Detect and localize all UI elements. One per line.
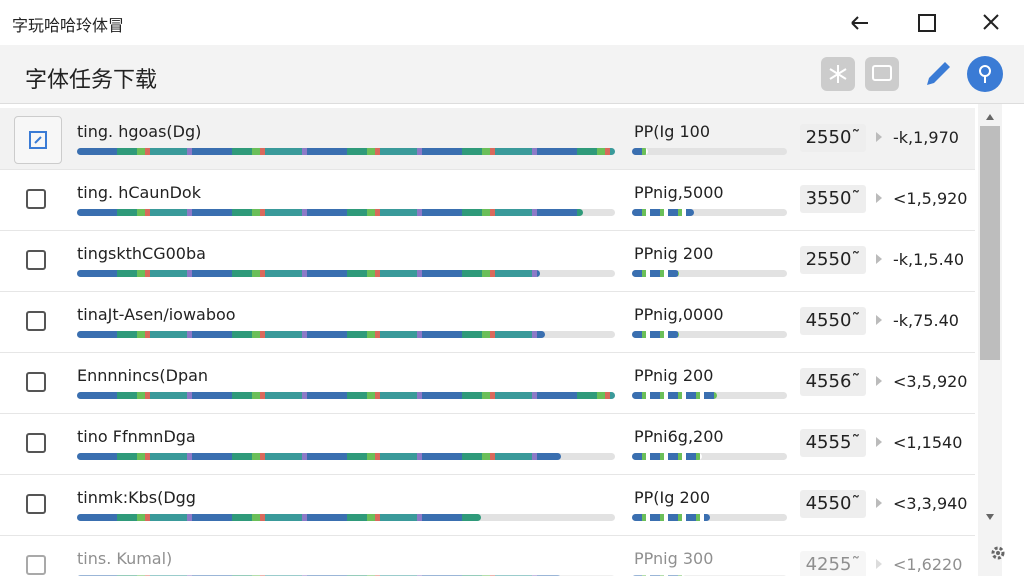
task-count: 2550˜ bbox=[800, 246, 866, 274]
task-row[interactable]: ting. hgoas(Dg) PP(Ig 100 2550˜ -k,1,970 bbox=[0, 108, 975, 170]
task-name: tingskthCG00ba bbox=[77, 244, 206, 263]
task-count: 4555˜ bbox=[800, 429, 866, 457]
progress-track bbox=[77, 453, 615, 460]
progress-track bbox=[77, 148, 615, 155]
toolbar[interactable] bbox=[815, 53, 1015, 95]
sub-progress-track bbox=[632, 514, 787, 521]
checkbox[interactable] bbox=[26, 372, 46, 392]
task-name: ting. hCaunDok bbox=[77, 183, 201, 202]
row-icon[interactable] bbox=[14, 116, 62, 164]
task-size: -k,1,970 bbox=[893, 128, 959, 147]
progress-bar bbox=[77, 148, 615, 155]
task-count: 4550˜ bbox=[800, 307, 866, 335]
sub-progress-track bbox=[632, 331, 787, 338]
sub-progress-track bbox=[632, 148, 787, 155]
settings-button[interactable] bbox=[985, 540, 1011, 566]
task-status: PPnig,5000 bbox=[634, 183, 724, 202]
task-size: -k,1,5.40 bbox=[893, 250, 965, 269]
scrollbar[interactable] bbox=[978, 104, 1002, 576]
task-name: tins. Kumal) bbox=[77, 549, 173, 568]
checkbox[interactable] bbox=[26, 189, 46, 209]
expand-arrow[interactable] bbox=[876, 498, 882, 508]
progress-track bbox=[77, 392, 615, 399]
expand-arrow[interactable] bbox=[876, 132, 882, 142]
task-name: Ennnnincs(Dpan bbox=[77, 366, 209, 385]
expand-arrow[interactable] bbox=[876, 254, 882, 264]
task-row[interactable]: tins. Kumal) PPnig 300 4255˜ <1,6220 bbox=[0, 535, 975, 576]
sub-progress-bar bbox=[632, 392, 718, 399]
sub-progress-bar bbox=[632, 209, 694, 216]
expand-arrow[interactable] bbox=[876, 315, 882, 325]
task-row[interactable]: Ennnnincs(Dpan PPnig 200 4556˜ <3,5,920 bbox=[0, 352, 975, 414]
task-row[interactable]: tingskthCG00ba PPnig 200 2550˜ -k,1,5.40 bbox=[0, 230, 975, 292]
progress-bar bbox=[77, 209, 583, 216]
progress-bar bbox=[77, 453, 562, 460]
sub-progress-bar bbox=[632, 331, 679, 338]
progress-track bbox=[77, 331, 615, 338]
task-name: tinaJt-Asen/iowaboo bbox=[77, 305, 236, 324]
checkbox[interactable] bbox=[26, 555, 46, 575]
task-count: 4556˜ bbox=[800, 368, 866, 396]
task-count: 4255˜ bbox=[800, 551, 866, 576]
task-size: <1,5,920 bbox=[893, 189, 968, 208]
task-size: <1,1540 bbox=[893, 433, 963, 452]
expand-arrow[interactable] bbox=[876, 559, 882, 569]
sub-progress-track bbox=[632, 270, 787, 277]
task-row[interactable]: tinaJt-Asen/iowaboo PPnig,0000 4550˜ -k,75.… bbox=[0, 291, 975, 353]
expand-arrow[interactable] bbox=[876, 437, 882, 447]
sub-progress-bar bbox=[632, 148, 648, 155]
progress-bar bbox=[77, 514, 481, 521]
window-title: 字玩哈哈玲体冒 bbox=[12, 16, 125, 35]
task-row[interactable]: tinmk:Kbs(Dgg PP(Ig 200 4550˜ <3,3,940 bbox=[0, 474, 975, 536]
task-count: 3550˜ bbox=[800, 185, 866, 213]
sub-progress-bar bbox=[632, 270, 679, 277]
task-row[interactable]: tino FfnmnDga PPni6g,200 4555˜ <1,1540 bbox=[0, 413, 975, 475]
title-bar: 字玩哈哈玲体冒 bbox=[0, 0, 1024, 45]
task-status: PPnig 300 bbox=[634, 549, 714, 568]
sub-progress-bar bbox=[632, 453, 702, 460]
header: 字体任务下载 bbox=[0, 45, 1024, 104]
task-name: tinmk:Kbs(Dgg bbox=[77, 488, 196, 507]
task-status: PP(Ig 100 bbox=[634, 122, 711, 141]
progress-bar bbox=[77, 392, 615, 399]
task-status: PPnig,0000 bbox=[634, 305, 724, 324]
progress-track bbox=[77, 514, 615, 521]
task-status: PPnig 200 bbox=[634, 244, 714, 263]
header-title: 字体任务下载 bbox=[25, 68, 158, 93]
task-status: PPni6g,200 bbox=[634, 427, 724, 446]
expand-arrow[interactable] bbox=[876, 193, 882, 203]
sub-progress-track bbox=[632, 209, 787, 216]
progress-track bbox=[77, 270, 615, 277]
progress-bar bbox=[77, 331, 546, 338]
sub-progress-track bbox=[632, 453, 787, 460]
task-count: 2550˜ bbox=[800, 124, 866, 152]
checkbox[interactable] bbox=[26, 433, 46, 453]
task-name: tino FfnmnDga bbox=[77, 427, 196, 446]
progress-track bbox=[77, 209, 615, 216]
sub-progress-track bbox=[632, 392, 787, 399]
task-row[interactable]: ting. hCaunDok PPnig,5000 3550˜ <1,5,920 bbox=[0, 169, 975, 231]
task-count: 4550˜ bbox=[800, 490, 866, 518]
progress-bar bbox=[77, 270, 540, 277]
task-size: <1,6220 bbox=[893, 555, 963, 574]
window-controls[interactable] bbox=[840, 8, 1020, 38]
sub-progress-bar bbox=[632, 514, 710, 521]
task-status: PP(Ig 200 bbox=[634, 488, 711, 507]
task-size: <3,3,940 bbox=[893, 494, 968, 513]
checkbox[interactable] bbox=[26, 311, 46, 331]
task-name: ting. hgoas(Dg) bbox=[77, 122, 202, 141]
checkbox[interactable] bbox=[26, 494, 46, 514]
task-list: ting. hgoas(Dg) PP(Ig 100 2550˜ -k,1,970 tin… bbox=[0, 104, 980, 576]
task-size: <3,5,920 bbox=[893, 372, 968, 391]
task-status: PPnig 200 bbox=[634, 366, 714, 385]
checkbox[interactable] bbox=[26, 250, 46, 270]
expand-arrow[interactable] bbox=[876, 376, 882, 386]
task-size: -k,75.40 bbox=[893, 311, 959, 330]
